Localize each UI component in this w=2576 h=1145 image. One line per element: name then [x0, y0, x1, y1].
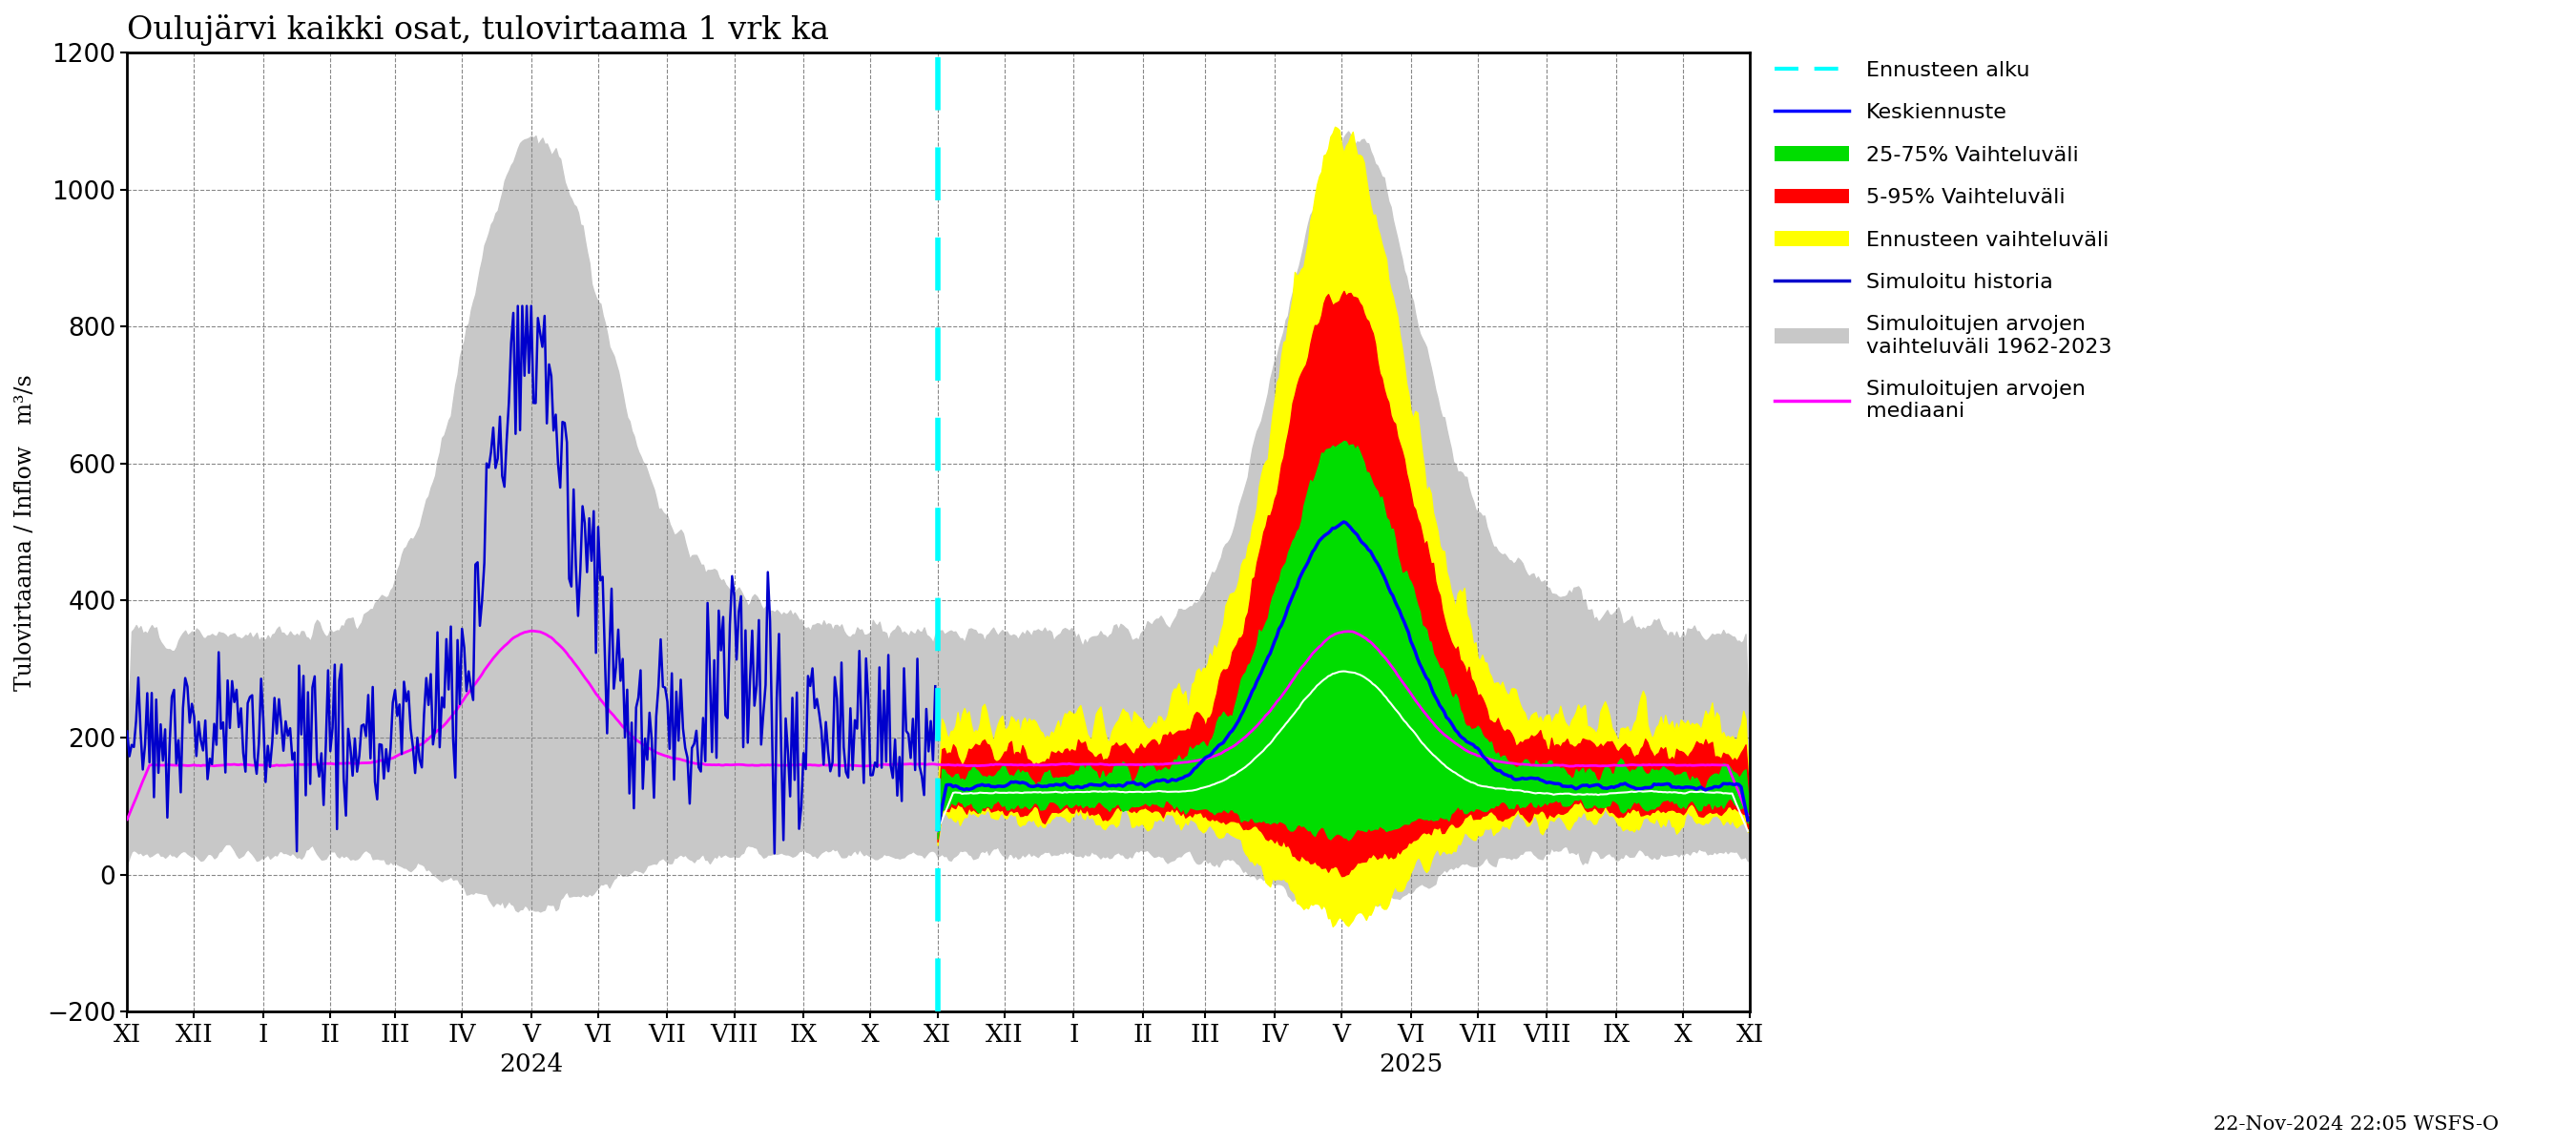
Y-axis label: Tulovirtaama / Inflow   m³/s: Tulovirtaama / Inflow m³/s — [15, 373, 36, 690]
Text: 22-Nov-2024 22:05 WSFS-O: 22-Nov-2024 22:05 WSFS-O — [2213, 1115, 2499, 1134]
Text: 2024: 2024 — [500, 1053, 564, 1076]
Text: Oulujärvi kaikki osat, tulovirtaama 1 vrk ka: Oulujärvi kaikki osat, tulovirtaama 1 vr… — [126, 14, 829, 46]
Text: 2025: 2025 — [1378, 1053, 1443, 1076]
Legend: Ennusteen alku, Keskiennuste, 25-75% Vaihteluväli, 5-95% Vaihteluväli, Ennusteen: Ennusteen alku, Keskiennuste, 25-75% Vai… — [1767, 53, 2120, 429]
